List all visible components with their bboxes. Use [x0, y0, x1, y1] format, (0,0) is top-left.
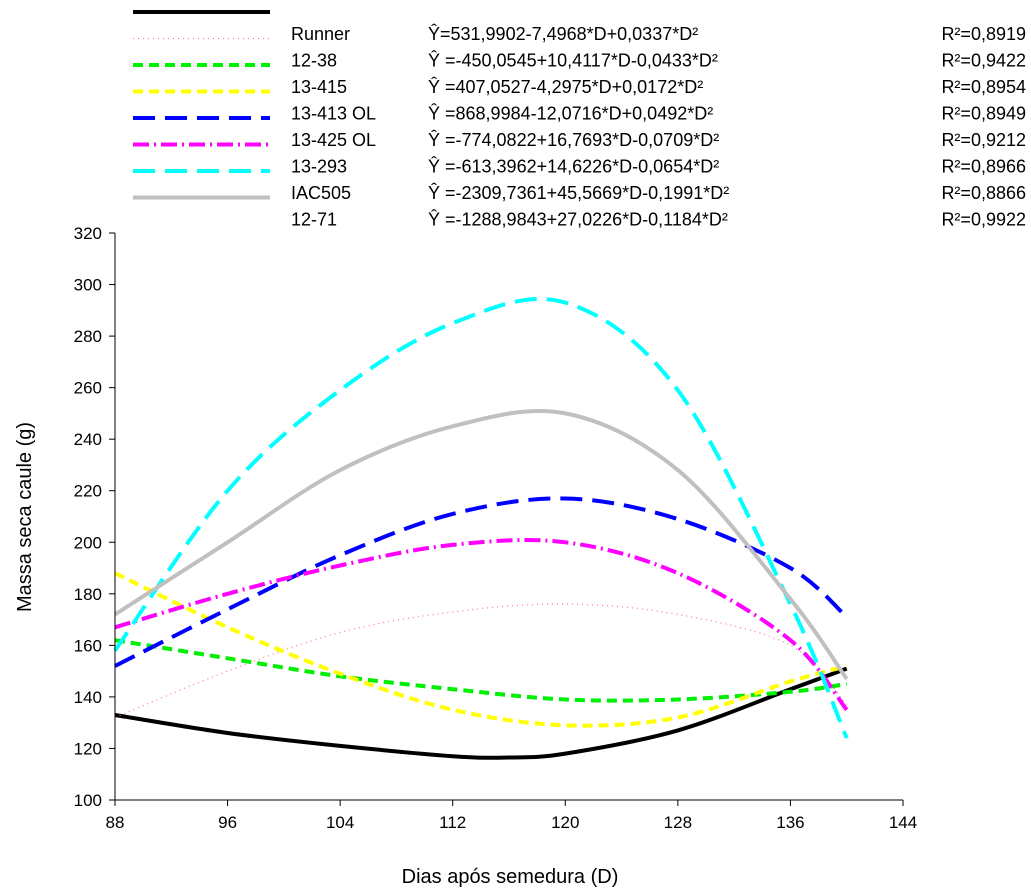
- legend-r2: R²=0,9212: [941, 130, 1026, 150]
- legend-r2: R²=0,8866: [941, 183, 1026, 203]
- legend-r2: R²=0,8919: [941, 24, 1026, 44]
- legend-r2: R²=0,8966: [941, 157, 1026, 177]
- series-line-iac505: [113, 297, 849, 739]
- legend: Runner Ŷ=531,9902-7,4968*D+0,0337*D² R²=0,…: [133, 10, 1026, 230]
- legend-equation: Ŷ=531,9902-7,4968*D+0,0337*D²: [428, 24, 698, 44]
- x-tick-label: 96: [218, 813, 237, 832]
- x-tick-label: 144: [889, 813, 917, 832]
- legend-series-name: 13-415: [291, 77, 347, 97]
- series-layer: [113, 297, 849, 760]
- x-tick-label: 128: [664, 813, 692, 832]
- legend-r2: R²=0,9922: [941, 210, 1026, 230]
- y-tick-label: 160: [74, 636, 102, 655]
- legend-series-name: 13-293: [291, 157, 347, 177]
- legend-series-name: 12-38: [291, 51, 337, 71]
- y-axis-label: Massa seca caule (g): [14, 422, 36, 612]
- y-tick-label: 180: [74, 585, 102, 604]
- axes: 100 120 140 160 180 200 220 240 260 280 300 320 88 9…: [14, 224, 917, 888]
- y-tick-label: 260: [74, 379, 102, 398]
- y-tick-label: 140: [74, 688, 102, 707]
- series-line-runner: [114, 666, 848, 760]
- series-line-13-425-ol: [114, 496, 849, 668]
- x-tick-label: 112: [439, 813, 466, 832]
- y-tick-label: 220: [74, 482, 102, 501]
- legend-series-name: 13-425 OL: [291, 130, 376, 150]
- series-line-12-38: [114, 603, 848, 719]
- legend-equation: Ŷ =868,9984-12,0716*D+0,0492*D²: [428, 104, 713, 124]
- legend-r2: R²=0,9422: [941, 51, 1026, 71]
- legend-series-name: 13-413 OL: [291, 104, 376, 124]
- x-tick-label: 104: [326, 813, 354, 832]
- legend-series-name: IAC505: [291, 183, 351, 203]
- legend-equation: Ŷ =-774,0822+16,7693*D-0,0709*D²: [428, 130, 719, 150]
- series-line-13-293: [114, 537, 849, 712]
- y-tick-label: 320: [74, 224, 102, 243]
- x-tick-label: 120: [551, 813, 579, 832]
- legend-equation: Ŷ =407,0527-4,2975*D+0,0172*D²: [428, 77, 703, 97]
- series-line-12-71: [113, 409, 849, 681]
- y-tick-label: 120: [74, 739, 102, 758]
- legend-equation: Ŷ =-450,0545+10,4117*D-0,0433*D²: [428, 51, 718, 71]
- x-tick-label: 88: [106, 813, 125, 832]
- y-tick-label: 280: [74, 327, 102, 346]
- y-tick-label: 300: [74, 276, 102, 295]
- y-tick-label: 240: [74, 430, 102, 449]
- legend-equation: Ŷ =-1288,9843+27,0226*D-0,1184*D²: [428, 210, 728, 230]
- y-tick-label: 200: [74, 533, 102, 552]
- legend-equation: Ŷ =-2309,7361+45,5669*D-0,1991*D²: [428, 183, 729, 203]
- y-tick-label: 100: [74, 791, 102, 810]
- x-axis-label: Dias após semedura (D): [402, 866, 619, 888]
- legend-r2: R²=0,8954: [941, 77, 1026, 97]
- legend-series-name: Runner: [291, 24, 350, 44]
- legend-r2: R²=0,8949: [941, 104, 1026, 124]
- legend-series-name: 12-71: [291, 210, 337, 230]
- legend-equation: Ŷ =-613,3962+14,6226*D-0,0654*D²: [428, 157, 719, 177]
- series-line-13-415: [114, 638, 847, 703]
- x-tick-label: 136: [776, 813, 804, 832]
